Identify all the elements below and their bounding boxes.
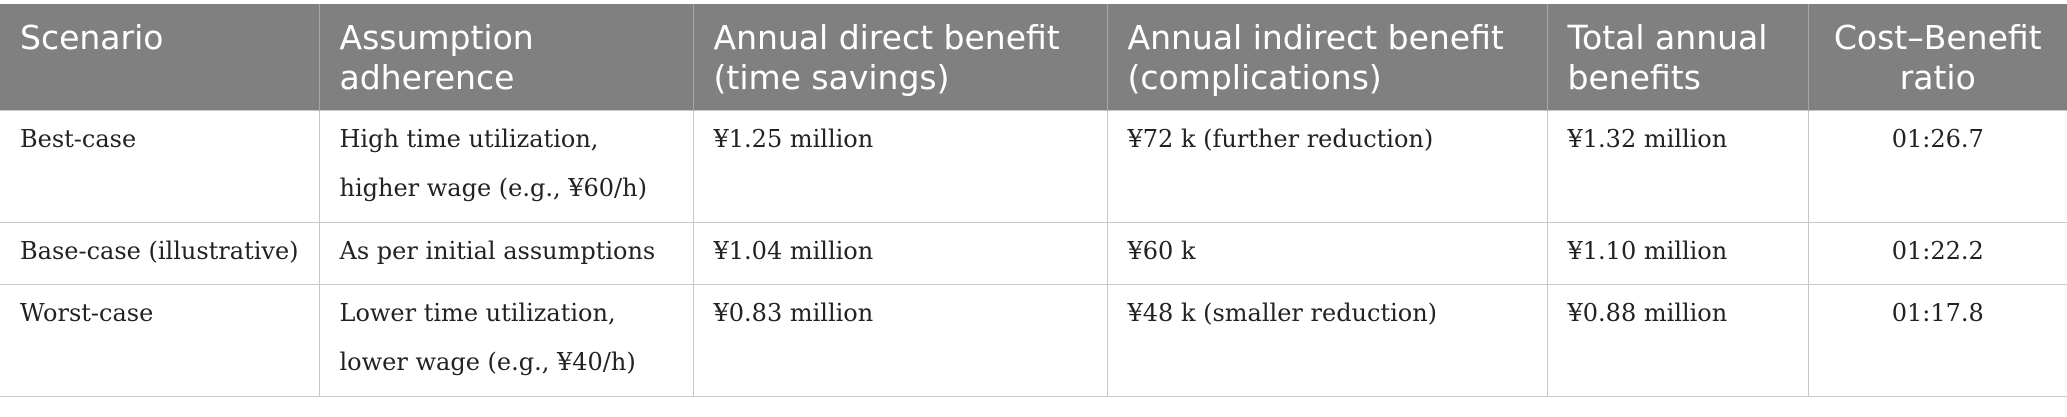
table-container: Scenario Assumption adherence Annual direc… (0, 4, 2067, 397)
table-row: Worst-case Lower time utilization, lower … (0, 284, 2067, 397)
table-cell: ¥0.83 million (692, 284, 1108, 397)
table-cell: ¥48 k (smaller reduction) (1106, 284, 1548, 397)
header-cell: Annual indirect benefit (complications) (1106, 4, 1547, 111)
header-cell: Scenario (0, 4, 319, 111)
table-cell: ¥60 k (1106, 222, 1548, 285)
header-cell: Total annual benefits (1546, 4, 1808, 111)
table-cell: Lower time utilization, lower wage (e.g.… (318, 284, 694, 397)
table-cell: High time utilization, higher wage (e.g.… (318, 110, 694, 223)
table-cell: ¥0.88 million (1546, 284, 1809, 397)
table-cell: ¥1.10 million (1546, 222, 1809, 285)
table-cell: ¥1.04 million (692, 222, 1108, 285)
table-cell: ¥1.25 million (692, 110, 1108, 223)
table-cell: Worst-case (0, 284, 320, 397)
header-row: Scenario Assumption adherence Annual direc… (0, 4, 2067, 111)
table-cell: 01:22.2 (1807, 222, 2067, 285)
header-cell: Annual direct benefit (time savings) (692, 4, 1107, 111)
table-cell: As per initial assumptions (318, 222, 694, 285)
table-cell: 01:26.7 (1807, 110, 2067, 223)
header-cell: Cost–Benefit ratio (1807, 4, 2067, 111)
table-row: Best-case High time utilization, higher w… (0, 110, 2067, 223)
table-cell: ¥72 k (further reduction) (1106, 110, 1548, 223)
table-cell: ¥1.32 million (1546, 110, 1809, 223)
data-table: Scenario Assumption adherence Annual direc… (0, 4, 2067, 397)
table-body: Best-case High time utilization, higher w… (0, 110, 2067, 397)
table-row: Base-case (illustrative) As per initial a… (0, 222, 2067, 285)
header-cell: Assumption adherence (318, 4, 693, 111)
table-cell: 01:17.8 (1807, 284, 2067, 397)
table-cell: Base-case (illustrative) (0, 222, 320, 285)
table-cell: Best-case (0, 110, 320, 223)
